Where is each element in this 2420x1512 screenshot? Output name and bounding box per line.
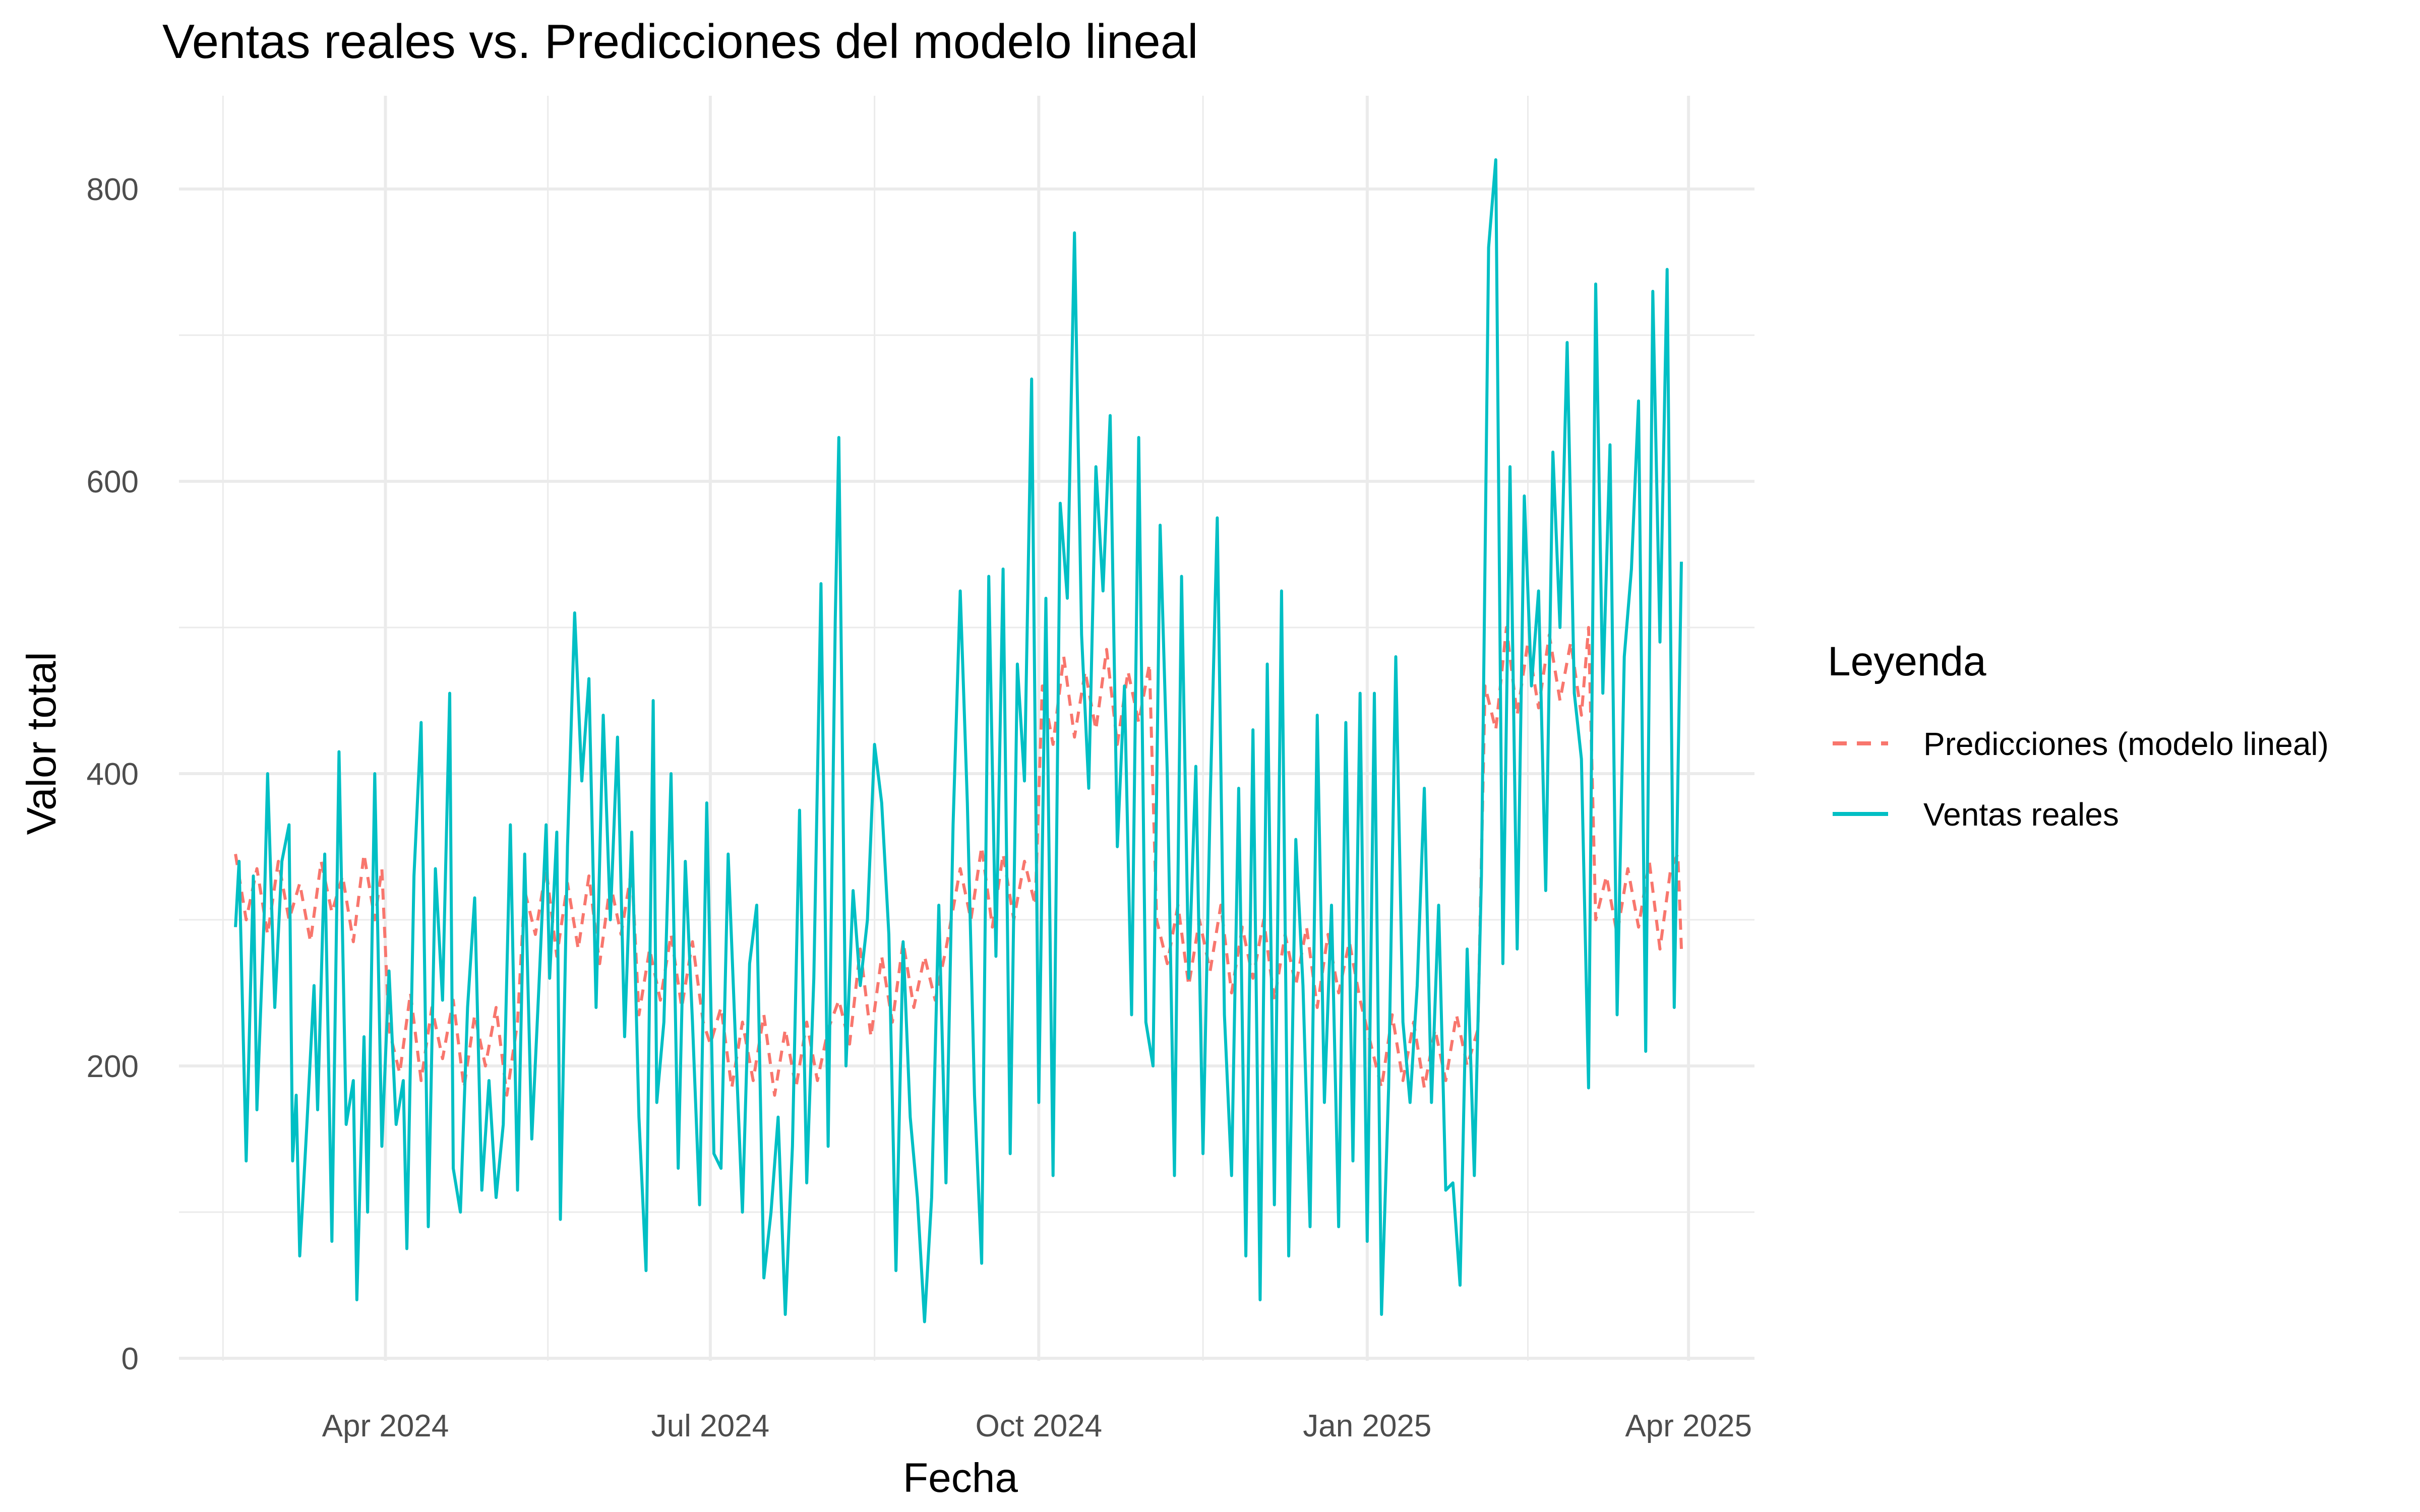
y-tick-label: 200 [87,1049,139,1084]
x-tick-label: Jul 2024 [651,1409,769,1443]
x-tick-label: Jan 2025 [1303,1409,1431,1443]
chart-title: Ventas reales vs. Predicciones del model… [162,15,1198,69]
x-axis-title: Fecha [903,1455,1018,1501]
y-tick-labels: 0 200 400 600 800 [87,172,139,1376]
grid [179,96,1754,1361]
x-tick-label: Apr 2025 [1625,1409,1752,1443]
y-tick-label: 0 [122,1342,139,1376]
y-tick-label: 600 [87,465,139,499]
x-tick-label: Oct 2024 [976,1409,1103,1443]
y-axis-title: Valor total [19,652,65,835]
y-tick-label: 800 [87,172,139,207]
series-line-ventas-reales [234,158,1683,1324]
x-tick-labels: Apr 2024 Jul 2024 Oct 2024 Jan 2025 Apr 2025 [322,1409,1752,1443]
x-tick-label: Apr 2024 [322,1409,449,1443]
legend-title: Leyenda [1828,639,1986,684]
legend-label-predicciones: Predicciones (modelo lineal) [1923,726,2329,762]
legend: Leyenda Predicciones (modelo lineal) Ven… [1828,639,2329,833]
y-tick-label: 400 [87,757,139,792]
legend-label-ventas: Ventas reales [1923,796,2119,833]
series-layer [234,158,1683,1324]
